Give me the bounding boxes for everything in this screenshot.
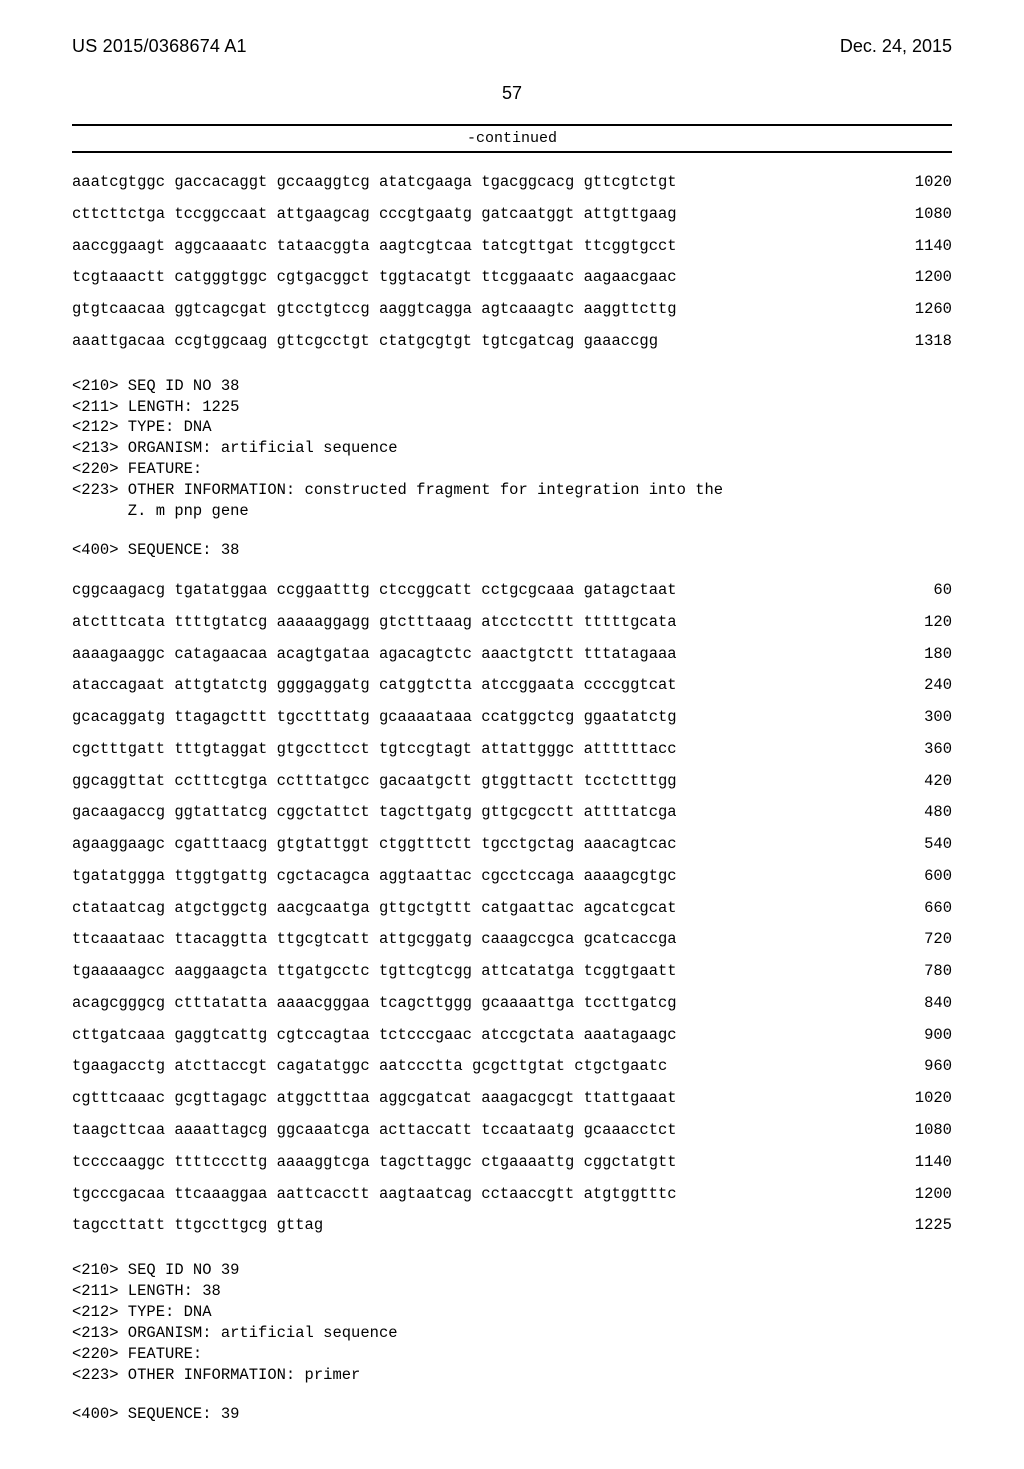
sequence-row: gtgtcaacaa ggtcagcgat gtcctgtccg aaggtca… bbox=[72, 294, 952, 326]
sequence-position: 1318 bbox=[872, 326, 952, 358]
sequence-position: 1080 bbox=[872, 199, 952, 231]
page-header: US 2015/0368674 A1 Dec. 24, 2015 bbox=[72, 36, 952, 57]
sequence-bases: ctataatcag atgctggctg aacgcaatga gttgctg… bbox=[72, 893, 677, 925]
publication-date: Dec. 24, 2015 bbox=[840, 36, 952, 57]
sequence-listing-body: aaatcgtggc gaccacaggt gccaaggtcg atatcga… bbox=[72, 167, 952, 1425]
page-number: 57 bbox=[72, 83, 952, 104]
sequence-row: tgaaaaagcc aaggaagcta ttgatgcctc tgttcgt… bbox=[72, 956, 952, 988]
sequence-bases: ttcaaataac ttacaggtta ttgcgtcatt attgcgg… bbox=[72, 924, 677, 956]
sequence-row: tccccaaggc ttttcccttg aaaaggtcga tagctta… bbox=[72, 1147, 952, 1179]
sequence-bases: aaccggaagt aggcaaaatc tataacggta aagtcgt… bbox=[72, 231, 677, 263]
sequence-bases: gtgtcaacaa ggtcagcgat gtcctgtccg aaggtca… bbox=[72, 294, 677, 326]
sequence-bases: aaattgacaa ccgtggcaag gttcgcctgt ctatgcg… bbox=[72, 326, 658, 358]
sequence-meta-block: <210> SEQ ID NO 39 <211> LENGTH: 38 <212… bbox=[72, 1260, 952, 1386]
sequence-row: ataccagaat attgtatctg ggggaggatg catggtc… bbox=[72, 670, 952, 702]
sequence-row: atctttcata ttttgtatcg aaaaaggagg gtcttta… bbox=[72, 607, 952, 639]
sequence-row: tgatatggga ttggtgattg cgctacagca aggtaat… bbox=[72, 861, 952, 893]
sequence-row: gcacaggatg ttagagcttt tgcctttatg gcaaaat… bbox=[72, 702, 952, 734]
sequence-position: 780 bbox=[872, 956, 952, 988]
sequence-position: 600 bbox=[872, 861, 952, 893]
sequence-bases: atctttcata ttttgtatcg aaaaaggagg gtcttta… bbox=[72, 607, 677, 639]
sequence-position: 1225 bbox=[872, 1210, 952, 1242]
sequence-row: tagccttatt ttgccttgcg gttag 1225 bbox=[72, 1210, 952, 1242]
publication-number: US 2015/0368674 A1 bbox=[72, 36, 247, 57]
sequence-block: aaatcgtggc gaccacaggt gccaaggtcg atatcga… bbox=[72, 167, 952, 358]
sequence-bases: ggcaggttat cctttcgtga cctttatgcc gacaatg… bbox=[72, 766, 677, 798]
sequence-position: 1020 bbox=[872, 167, 952, 199]
sequence-position: 1200 bbox=[872, 262, 952, 294]
sequence-position: 1080 bbox=[872, 1115, 952, 1147]
sequence-position: 300 bbox=[872, 702, 952, 734]
sequence-position: 960 bbox=[872, 1051, 952, 1083]
sequence-row: aaccggaagt aggcaaaatc tataacggta aagtcgt… bbox=[72, 231, 952, 263]
sequence-bases: tgcccgacaa ttcaaaggaa aattcacctt aagtaat… bbox=[72, 1179, 677, 1211]
sequence-row: acagcgggcg ctttatatta aaaacgggaa tcagctt… bbox=[72, 988, 952, 1020]
sequence-block: cggcaagacg tgatatggaa ccggaatttg ctccggc… bbox=[72, 575, 952, 1242]
sequence-row: agaaggaagc cgatttaacg gtgtattggt ctggttt… bbox=[72, 829, 952, 861]
sequence-bases: cggcaagacg tgatatggaa ccggaatttg ctccggc… bbox=[72, 575, 677, 607]
sequence-bases: agaaggaagc cgatttaacg gtgtattggt ctggttt… bbox=[72, 829, 677, 861]
sequence-position: 60 bbox=[872, 575, 952, 607]
sequence-bases: cttgatcaaa gaggtcattg cgtccagtaa tctcccg… bbox=[72, 1020, 677, 1052]
sequence-position: 360 bbox=[872, 734, 952, 766]
sequence-row: aaaagaaggc catagaacaa acagtgataa agacagt… bbox=[72, 639, 952, 671]
sequence-row: tcgtaaactt catgggtggc cgtgacggct tggtaca… bbox=[72, 262, 952, 294]
sequence-meta-block: <400> SEQUENCE: 38 bbox=[72, 540, 952, 561]
sequence-row: aaattgacaa ccgtggcaag gttcgcctgt ctatgcg… bbox=[72, 326, 952, 358]
continued-label: -continued bbox=[72, 124, 952, 153]
sequence-bases: gcacaggatg ttagagcttt tgcctttatg gcaaaat… bbox=[72, 702, 677, 734]
sequence-row: cttgatcaaa gaggtcattg cgtccagtaa tctcccg… bbox=[72, 1020, 952, 1052]
sequence-bases: cgtttcaaac gcgttagagc atggctttaa aggcgat… bbox=[72, 1083, 677, 1115]
sequence-bases: cttcttctga tccggccaat attgaagcag cccgtga… bbox=[72, 199, 677, 231]
sequence-bases: gacaagaccg ggtattatcg cggctattct tagcttg… bbox=[72, 797, 677, 829]
sequence-row: taagcttcaa aaaattagcg ggcaaatcga acttacc… bbox=[72, 1115, 952, 1147]
sequence-bases: tccccaaggc ttttcccttg aaaaggtcga tagctta… bbox=[72, 1147, 677, 1179]
sequence-row: tgcccgacaa ttcaaaggaa aattcacctt aagtaat… bbox=[72, 1179, 952, 1211]
sequence-position: 1020 bbox=[872, 1083, 952, 1115]
sequence-bases: aaaagaaggc catagaacaa acagtgataa agacagt… bbox=[72, 639, 677, 671]
sequence-bases: tgaaaaagcc aaggaagcta ttgatgcctc tgttcgt… bbox=[72, 956, 677, 988]
sequence-bases: tagccttatt ttgccttgcg gttag bbox=[72, 1210, 323, 1242]
sequence-bases: aaatcgtggc gaccacaggt gccaaggtcg atatcga… bbox=[72, 167, 677, 199]
sequence-row: tgaagacctg atcttaccgt cagatatggc aatccct… bbox=[72, 1051, 952, 1083]
sequence-row: cttcttctga tccggccaat attgaagcag cccgtga… bbox=[72, 199, 952, 231]
sequence-bases: tcgtaaactt catgggtggc cgtgacggct tggtaca… bbox=[72, 262, 677, 294]
sequence-row: cggcaagacg tgatatggaa ccggaatttg ctccggc… bbox=[72, 575, 952, 607]
sequence-row: ttcaaataac ttacaggtta ttgcgtcatt attgcgg… bbox=[72, 924, 952, 956]
sequence-position: 480 bbox=[872, 797, 952, 829]
sequence-position: 240 bbox=[872, 670, 952, 702]
sequence-position: 720 bbox=[872, 924, 952, 956]
sequence-position: 120 bbox=[872, 607, 952, 639]
sequence-position: 1260 bbox=[872, 294, 952, 326]
sequence-row: cgctttgatt tttgtaggat gtgccttcct tgtccgt… bbox=[72, 734, 952, 766]
sequence-position: 660 bbox=[872, 893, 952, 925]
sequence-row: ctataatcag atgctggctg aacgcaatga gttgctg… bbox=[72, 893, 952, 925]
sequence-position: 420 bbox=[872, 766, 952, 798]
page: US 2015/0368674 A1 Dec. 24, 2015 57 -con… bbox=[0, 0, 1024, 1469]
sequence-bases: tgaagacctg atcttaccgt cagatatggc aatccct… bbox=[72, 1051, 667, 1083]
sequence-position: 1200 bbox=[872, 1179, 952, 1211]
sequence-meta-block: <210> SEQ ID NO 38 <211> LENGTH: 1225 <2… bbox=[72, 376, 952, 522]
sequence-bases: cgctttgatt tttgtaggat gtgccttcct tgtccgt… bbox=[72, 734, 677, 766]
sequence-meta-block: <400> SEQUENCE: 39 bbox=[72, 1404, 952, 1425]
sequence-bases: taagcttcaa aaaattagcg ggcaaatcga acttacc… bbox=[72, 1115, 677, 1147]
sequence-position: 1140 bbox=[872, 231, 952, 263]
sequence-bases: ataccagaat attgtatctg ggggaggatg catggtc… bbox=[72, 670, 677, 702]
sequence-position: 540 bbox=[872, 829, 952, 861]
sequence-row: aaatcgtggc gaccacaggt gccaaggtcg atatcga… bbox=[72, 167, 952, 199]
sequence-position: 1140 bbox=[872, 1147, 952, 1179]
continued-box: -continued bbox=[72, 124, 952, 153]
sequence-row: ggcaggttat cctttcgtga cctttatgcc gacaatg… bbox=[72, 766, 952, 798]
sequence-bases: tgatatggga ttggtgattg cgctacagca aggtaat… bbox=[72, 861, 677, 893]
sequence-bases: acagcgggcg ctttatatta aaaacgggaa tcagctt… bbox=[72, 988, 677, 1020]
sequence-row: gacaagaccg ggtattatcg cggctattct tagcttg… bbox=[72, 797, 952, 829]
sequence-row: cgtttcaaac gcgttagagc atggctttaa aggcgat… bbox=[72, 1083, 952, 1115]
sequence-position: 900 bbox=[872, 1020, 952, 1052]
sequence-position: 840 bbox=[872, 988, 952, 1020]
sequence-position: 180 bbox=[872, 639, 952, 671]
